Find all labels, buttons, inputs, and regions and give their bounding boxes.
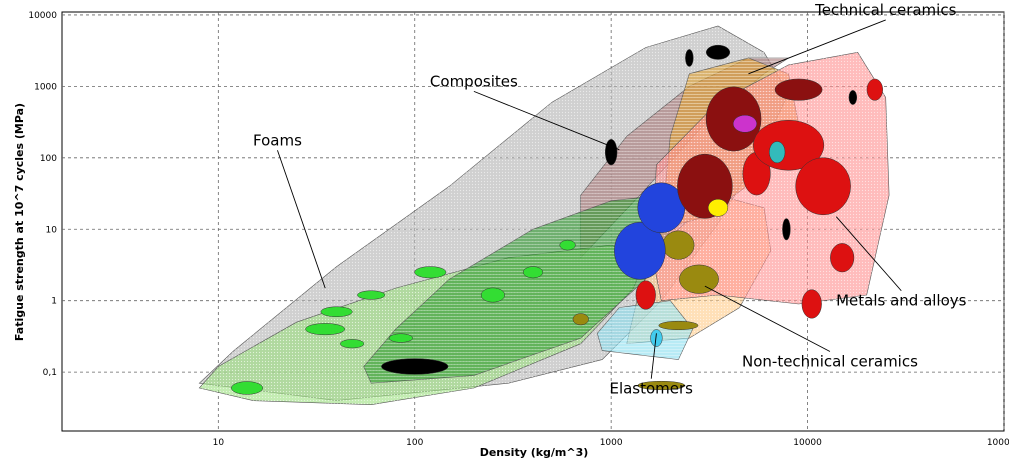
material-bubble	[414, 266, 447, 279]
material-bubbles	[231, 44, 883, 395]
region-texture	[597, 300, 693, 360]
x-tick-labels: 10 100 1000 10000 100000	[213, 438, 1009, 448]
annotation-leader	[650, 333, 657, 379]
annotation-label: Elastomers	[609, 380, 693, 398]
material-bubble	[705, 86, 762, 152]
y-tick-label: 0,1	[43, 368, 57, 378]
material-bubble	[381, 358, 449, 375]
annotation-leader	[704, 285, 831, 352]
region-texture	[363, 195, 671, 384]
material-bubble	[830, 243, 855, 273]
material-bubble	[782, 218, 791, 241]
annotation-leaders	[277, 19, 902, 379]
y-tick-label: 100	[40, 154, 57, 164]
y-tick-label: 10	[46, 225, 58, 235]
material-bubble	[357, 290, 386, 300]
y-tick-labels: 0,1 1 10 100 1000 10000	[28, 11, 57, 378]
material-bubble	[635, 280, 656, 310]
material-bubble	[572, 313, 589, 326]
material-bubble	[801, 289, 822, 319]
material-bubble	[769, 141, 786, 164]
material-bubble	[559, 239, 576, 251]
material-bubble	[480, 287, 505, 303]
annotation-leader	[748, 19, 886, 75]
x-tick-label: 100000	[987, 438, 1009, 448]
y-tick-label: 1000	[34, 82, 57, 92]
annotation-leader	[277, 150, 326, 289]
material-bubble	[662, 230, 695, 260]
y-axis-label: Fatigue strength at 10^7 cycles (MPa)	[13, 103, 26, 341]
annotation-label: Technical ceramics	[814, 1, 957, 19]
y-tick-label: 10000	[28, 11, 57, 21]
material-bubble	[795, 157, 851, 216]
material-bubble	[705, 44, 731, 60]
x-tick-label: 100	[406, 438, 423, 448]
material-bubble	[388, 333, 413, 343]
material-bubble	[650, 329, 663, 347]
material-bubble	[732, 114, 758, 133]
material-bubble	[320, 306, 353, 318]
material-bubble	[614, 221, 666, 280]
annotation-label: Metals and alloys	[836, 292, 967, 310]
annotation-label: Foams	[253, 131, 302, 149]
material-bubble	[679, 264, 719, 294]
material-bubble	[848, 90, 858, 105]
material-bubble	[522, 266, 544, 279]
material-bubble	[605, 139, 618, 166]
material-bubble	[707, 198, 729, 217]
x-tick-label: 10	[213, 438, 225, 448]
material-bubble	[685, 49, 694, 67]
material-bubble	[866, 78, 883, 101]
x-tick-label: 1000	[600, 438, 623, 448]
x-tick-label: 10000	[793, 438, 822, 448]
x-axis-label: Density (kg/m^3)	[480, 446, 589, 459]
annotations: Technical ceramics Composites Foams Metals …	[253, 1, 967, 398]
material-bubble	[305, 323, 346, 336]
annotation-leader	[473, 90, 620, 151]
y-tick-label: 1	[51, 297, 57, 307]
material-bubble	[231, 381, 263, 395]
annotation-leader	[835, 216, 902, 292]
material-bubble	[637, 380, 686, 391]
annotation-label: Composites	[430, 72, 518, 90]
material-bubble	[774, 78, 823, 101]
material-bubble	[340, 339, 365, 349]
annotation-label: Non-technical ceramics	[742, 352, 918, 370]
material-bubble	[658, 320, 699, 331]
